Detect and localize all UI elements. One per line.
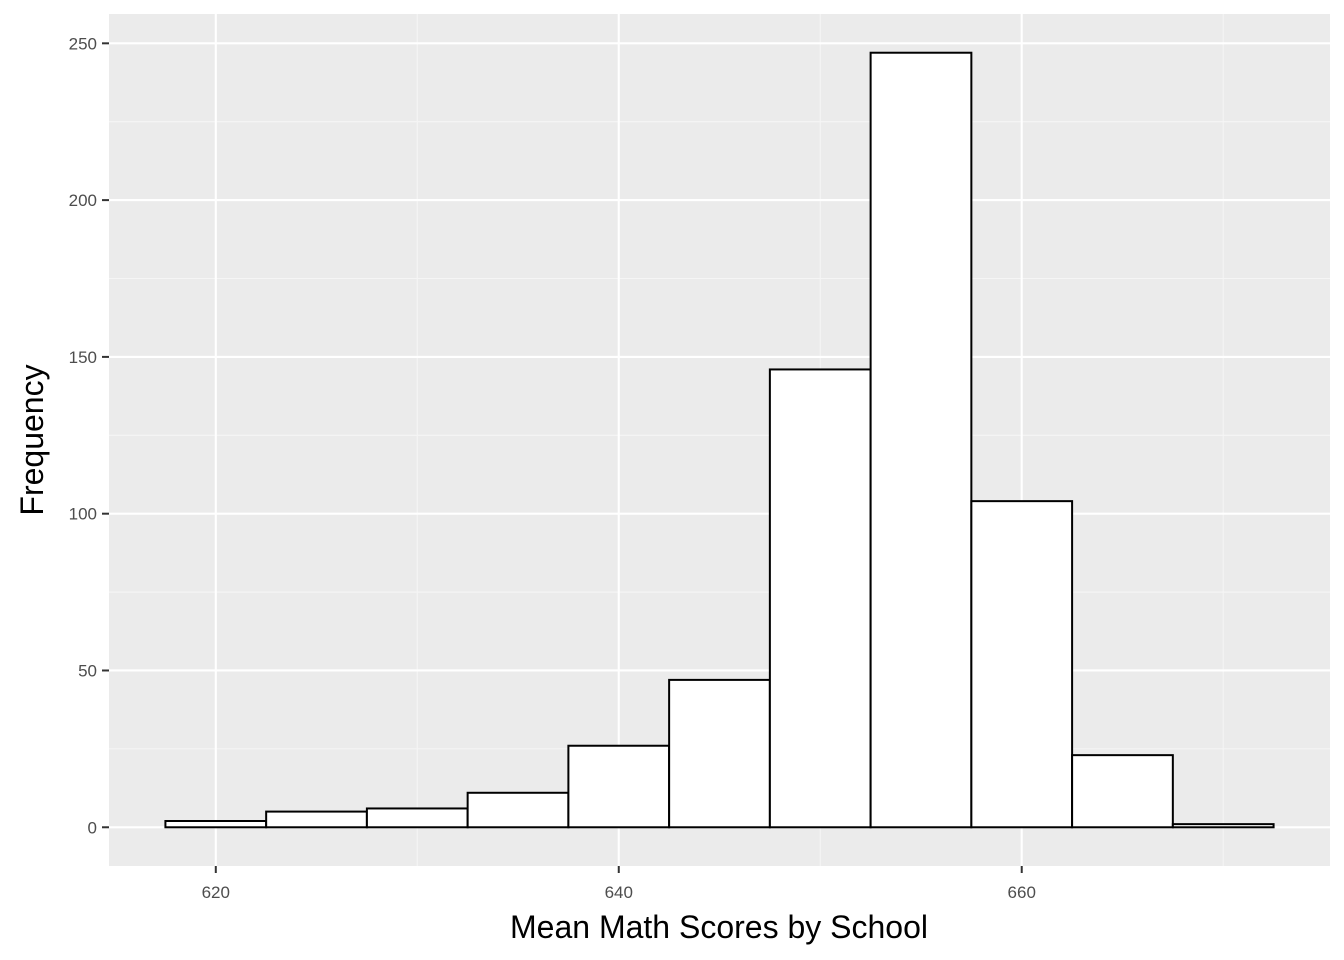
y-tick-label: 0 — [88, 818, 97, 837]
x-tick-label: 640 — [605, 883, 633, 902]
x-axis: 620 640 660 — [202, 866, 1036, 902]
histogram-bar — [365, 807, 469, 829]
y-tick-label: 200 — [69, 191, 97, 210]
histogram-bar — [1171, 823, 1275, 829]
histogram-bars — [164, 51, 1275, 829]
histogram-bar — [567, 744, 671, 829]
y-tick-label: 100 — [69, 505, 97, 524]
y-tick-label: 150 — [69, 348, 97, 367]
histogram-bar — [970, 500, 1074, 829]
y-axis-title: Frequency — [14, 364, 50, 515]
y-tick-label: 250 — [69, 34, 97, 53]
histogram-bar — [869, 51, 973, 829]
histogram-bar — [164, 820, 268, 829]
x-tick-label: 620 — [202, 883, 230, 902]
histogram-bar — [1071, 754, 1174, 829]
x-tick-label: 660 — [1008, 883, 1036, 902]
histogram-bar — [466, 791, 570, 829]
histogram-bar — [768, 368, 872, 829]
x-axis-title: Mean Math Scores by School — [510, 909, 928, 945]
histogram-bar — [668, 678, 771, 829]
histogram-bar — [265, 810, 368, 829]
y-axis: 0 50 100 150 200 250 — [69, 34, 109, 837]
y-tick-label: 50 — [78, 661, 97, 680]
